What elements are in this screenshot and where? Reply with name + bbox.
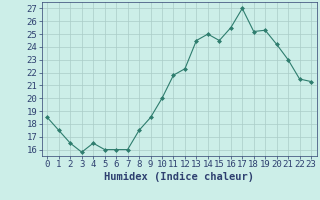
X-axis label: Humidex (Indice chaleur): Humidex (Indice chaleur) bbox=[104, 172, 254, 182]
